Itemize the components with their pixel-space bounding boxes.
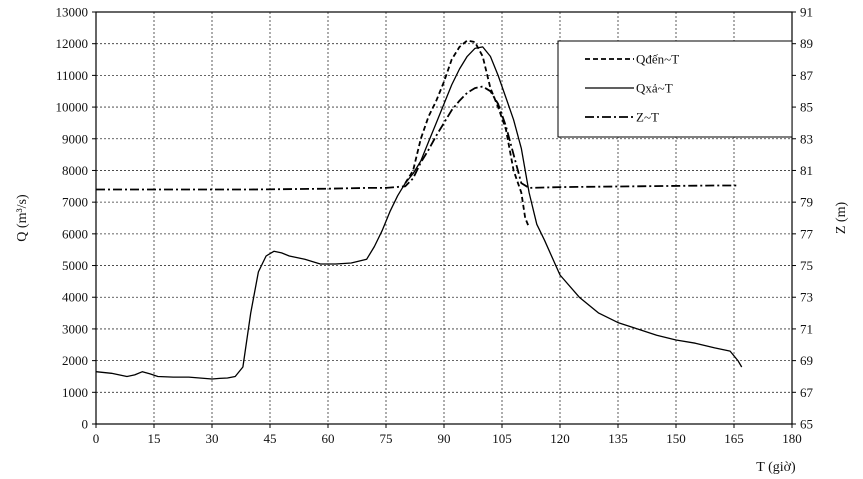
legend-label-z: Z~T [636, 110, 659, 125]
y-right-tick-label: 89 [800, 36, 813, 51]
x-tick-label: 75 [380, 431, 393, 446]
y-left-tick-label: 3000 [62, 321, 88, 336]
y-axis-right-label: Z (m) [834, 202, 849, 235]
x-tick-label: 180 [782, 431, 802, 446]
y-left-tick-label: 12000 [56, 36, 89, 51]
y-left-tick-label: 2000 [62, 353, 88, 368]
series-z-line [96, 85, 738, 191]
legend-label-qxa: Qxả~T [636, 81, 673, 96]
x-tick-label: 30 [206, 431, 219, 446]
x-tick-label: 0 [93, 431, 100, 446]
series-layer [95, 39, 743, 380]
x-tick-label: 150 [666, 431, 686, 446]
x-tick-label: 135 [608, 431, 628, 446]
y-left-tick-label: 9000 [62, 131, 88, 146]
x-tick-label: 60 [322, 431, 335, 446]
legend-box [557, 40, 793, 138]
x-tick-label: 45 [264, 431, 277, 446]
y-right-tick-label: 67 [800, 385, 814, 400]
y-right-tick-label: 73 [800, 290, 813, 305]
y-right-tick-label: 77 [800, 226, 814, 241]
x-tick-label: 15 [148, 431, 161, 446]
grid [96, 12, 792, 424]
legend: Qđến~T Qxả~T Z~T [557, 40, 793, 138]
y-right-tick-label: 87 [800, 68, 814, 83]
y-left-tick-label: 11000 [56, 68, 88, 83]
y-left-tick-label: 13000 [56, 5, 89, 20]
y-right-tick-label: 75 [800, 258, 813, 273]
y-axis-left-label: Q (m³/s) [15, 194, 30, 242]
x-axis-label: T (giờ) [756, 460, 796, 475]
y-right-tick-label: 85 [800, 100, 813, 115]
x-tick-label: 120 [550, 431, 570, 446]
x-tick-label: 105 [492, 431, 512, 446]
y-left-tick-label: 5000 [62, 258, 88, 273]
y-left-tick-label: 0 [82, 417, 89, 432]
tick-labels: 0 15 30 45 60 75 90 105 120 135 150 165 180 0 1000 2000… [56, 5, 814, 447]
y-left-tick-label: 8000 [62, 163, 88, 178]
y-left-tick-label: 4000 [62, 290, 88, 305]
y-left-tick-label: 1000 [62, 385, 88, 400]
y-left-tick-label: 6000 [62, 226, 88, 241]
x-tick-label: 90 [438, 431, 451, 446]
y-right-tick-label: 91 [800, 5, 813, 20]
x-tick-label: 165 [724, 431, 744, 446]
series-qxa-line [95, 46, 743, 380]
legend-label-qden: Qđến~T [636, 52, 679, 67]
series-qden-line [404, 39, 530, 228]
y-right-tick-label: 81 [800, 163, 813, 178]
y-left-tick-label: 7000 [62, 195, 88, 210]
y-left-tick-label: 10000 [56, 100, 89, 115]
y-right-tick-label: 71 [800, 321, 813, 336]
y-right-tick-label: 65 [800, 417, 813, 432]
y-right-tick-label: 69 [800, 353, 813, 368]
y-right-tick-label: 79 [800, 195, 813, 210]
y-right-tick-label: 83 [800, 131, 813, 146]
